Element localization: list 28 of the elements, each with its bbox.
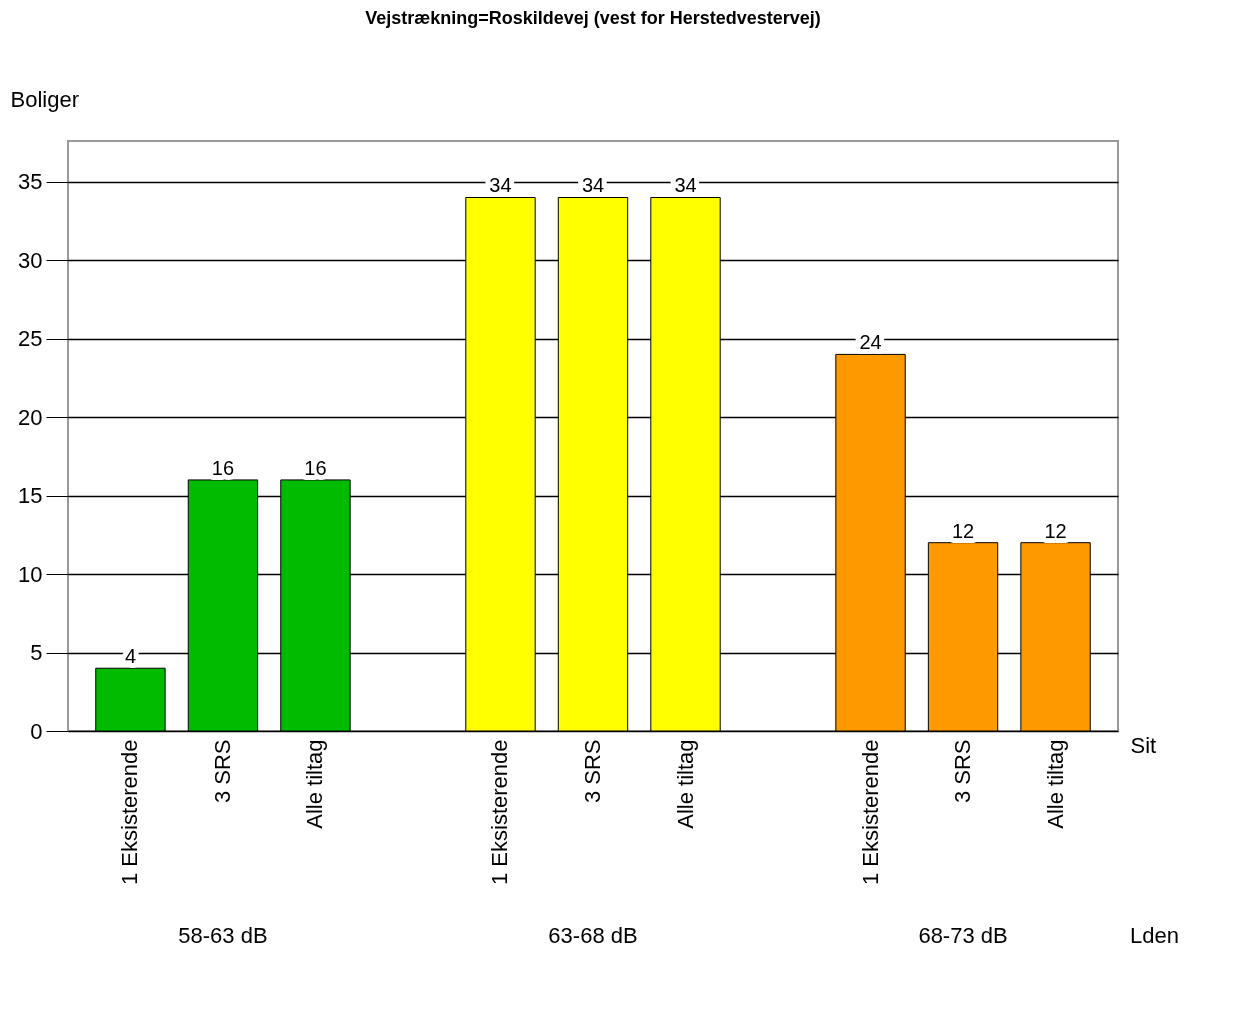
y-tick-label: 10 <box>18 561 43 587</box>
y-tick-label: 0 <box>30 718 43 744</box>
data-label: 12 <box>951 519 975 542</box>
x-tick-label: 3 SRS <box>580 739 605 804</box>
y-tick-label: 15 <box>18 483 43 509</box>
y-tick-label: 25 <box>18 326 43 352</box>
x-axis-title: Sit <box>1130 732 1157 758</box>
data-label: 16 <box>211 456 235 479</box>
data-label: 12 <box>1044 519 1067 542</box>
x-tick-label: 3 SRS <box>209 739 235 804</box>
data-label: 16 <box>304 456 327 479</box>
x-tick-label: 1 Eksisterende <box>117 739 143 886</box>
x-tick-label: 3 SRS <box>950 739 976 804</box>
y-axis-title: Boliger <box>10 86 79 112</box>
y-tick-label: 5 <box>30 640 43 666</box>
y-tick-label: 30 <box>18 247 43 273</box>
chart-title: Vejstrækning=Roskildevej (vest for Herstedvestervej) <box>365 8 821 28</box>
x-tick-label: 1 Eksisterende <box>487 739 513 886</box>
text: Lden <box>1130 923 1179 948</box>
x-tick-label: Alle tiltag <box>672 739 698 829</box>
x-tick-label: Alle tiltag <box>1042 739 1068 829</box>
y-tick-label: 35 <box>18 169 43 195</box>
text: 63-68 dB <box>548 923 638 948</box>
text: 68-73 dB <box>918 923 1008 948</box>
x-tick-label: Alle tiltag <box>302 739 328 829</box>
text: 58-63 dB <box>178 923 268 948</box>
y-tick-label: 20 <box>18 404 43 430</box>
x-tick-label: 1 Eksisterende <box>857 739 883 886</box>
